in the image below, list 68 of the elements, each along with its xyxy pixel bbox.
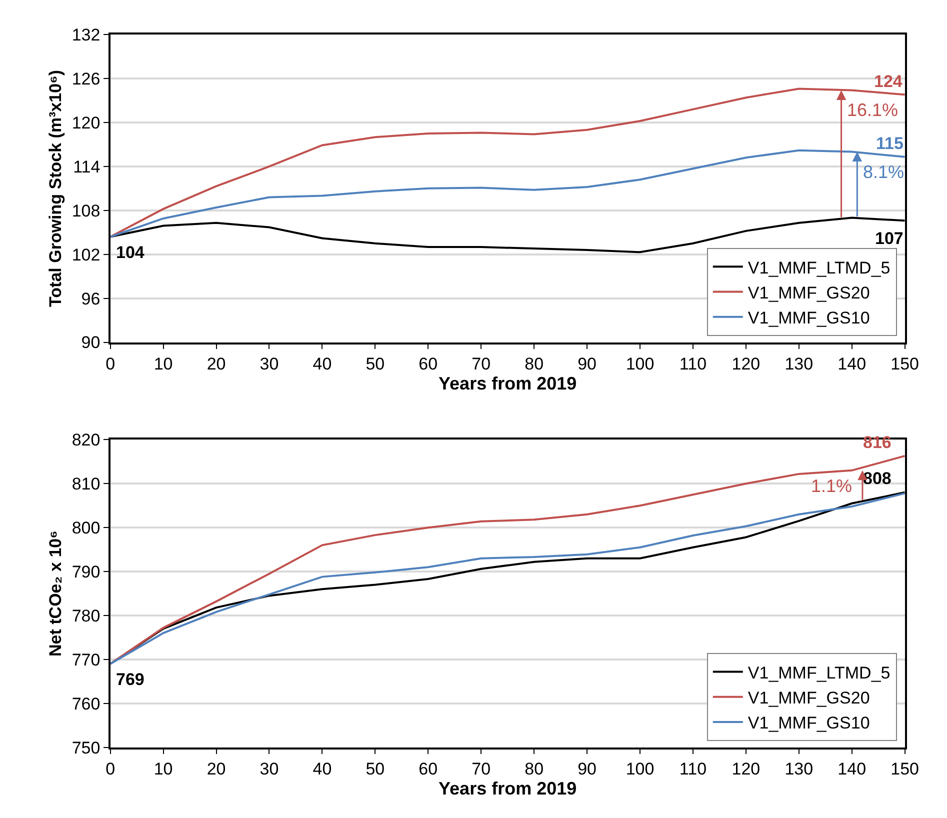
x-tick-label: 30 xyxy=(260,760,279,779)
y-tick-label: 114 xyxy=(73,157,100,176)
x-tick-label: 90 xyxy=(578,760,596,779)
legend-label: V1_MMF_GS20 xyxy=(748,688,870,708)
x-tick-label: 0 xyxy=(106,760,116,779)
y-tick-label: 126 xyxy=(72,69,100,88)
x-tick-label: 60 xyxy=(418,354,438,374)
annotation: 124 xyxy=(874,72,903,91)
y-tick-label: 90 xyxy=(81,333,100,352)
x-tick-label: 120 xyxy=(732,354,760,374)
x-tick-label: 120 xyxy=(732,760,760,779)
y-tick-label: 108 xyxy=(72,201,100,220)
x-tick-label: 100 xyxy=(626,760,654,779)
x-tick-label: 50 xyxy=(366,354,385,374)
x-tick-label: 0 xyxy=(106,354,116,374)
annotation: 115 xyxy=(876,134,904,153)
y-tick-label: 760 xyxy=(72,694,100,714)
legend-label: V1_MMF_GS10 xyxy=(748,308,870,328)
x-tick-label: 10 xyxy=(154,760,173,779)
x-tick-label: 70 xyxy=(472,760,491,779)
annotation: 107 xyxy=(875,229,904,248)
legend-label: V1_MMF_GS10 xyxy=(748,714,870,733)
y-tick-label: 750 xyxy=(72,738,100,758)
x-tick-label: 130 xyxy=(784,354,814,374)
y-tick-label: 820 xyxy=(72,430,100,450)
y-tick-label: 810 xyxy=(72,474,100,494)
x-tick-label: 90 xyxy=(578,354,596,374)
annotation: 769 xyxy=(116,670,144,689)
y-tick-label: 770 xyxy=(72,650,100,670)
y-axis-title: Net tCOe₂ x 10⁶ xyxy=(46,530,65,656)
y-tick-label: 120 xyxy=(72,113,100,132)
x-tick-label: 80 xyxy=(524,354,544,374)
x-tick-label: 10 xyxy=(154,354,173,374)
x-tick-label: 30 xyxy=(260,354,279,374)
y-axis-title: Total Growing Stock (m³x10⁶) xyxy=(46,70,65,307)
x-tick-label: 140 xyxy=(838,760,866,779)
annotation: 808 xyxy=(863,469,892,488)
legend-label: V1_MMF_LTMD_5 xyxy=(748,258,890,278)
annotation: 104 xyxy=(116,243,145,262)
x-tick-label: 50 xyxy=(366,760,385,779)
y-tick-label: 790 xyxy=(72,562,100,582)
x-axis-title: Years from 2019 xyxy=(438,778,577,799)
x-tick-label: 60 xyxy=(418,760,438,779)
y-tick-label: 780 xyxy=(72,606,100,626)
x-tick-label: 110 xyxy=(679,354,707,374)
y-tick-label: 102 xyxy=(72,245,100,264)
x-tick-label: 110 xyxy=(679,760,707,779)
line-series xyxy=(110,454,905,665)
x-axis-title: Years from 2019 xyxy=(438,373,577,394)
x-tick-label: 70 xyxy=(472,354,491,374)
x-tick-label: 130 xyxy=(784,760,814,779)
x-tick-label: 140 xyxy=(838,354,866,374)
x-tick-label: 40 xyxy=(312,760,332,779)
y-tick-label: 132 xyxy=(72,26,100,45)
legend-label: V1_MMF_GS20 xyxy=(748,283,870,302)
annotation: 16.1% xyxy=(847,100,898,120)
y-tick-label: 96 xyxy=(81,289,100,308)
x-tick-label: 150 xyxy=(890,760,920,779)
legend-label: V1_MMF_LTMD_5 xyxy=(748,663,890,682)
x-tick-label: 40 xyxy=(312,354,332,374)
annotation: 8.1% xyxy=(863,162,904,182)
x-tick-label: 20 xyxy=(206,760,226,779)
x-tick-label: 150 xyxy=(890,354,920,374)
y-tick-label: 800 xyxy=(72,518,100,538)
x-tick-label: 20 xyxy=(206,354,226,374)
annotation: 1.1% xyxy=(811,476,852,496)
x-tick-label: 80 xyxy=(524,760,544,779)
x-tick-label: 100 xyxy=(626,354,654,374)
